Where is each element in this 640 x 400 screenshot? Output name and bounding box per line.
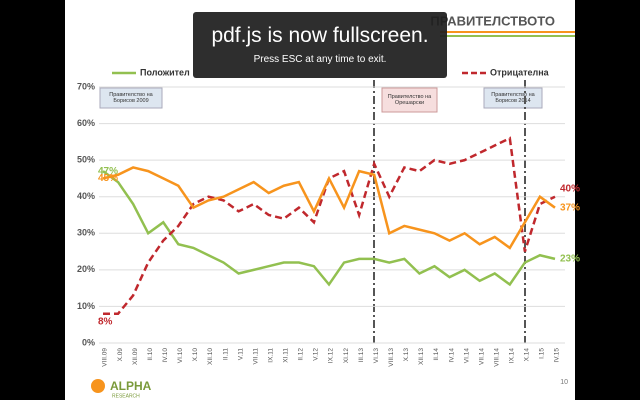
- callout: Правителство на Орешарски: [381, 87, 438, 113]
- data-label: 40%: [560, 183, 580, 194]
- y-tick-label: 20%: [77, 264, 95, 274]
- x-tick-label: IV.15: [554, 348, 561, 363]
- x-tick-label: II.10: [147, 348, 154, 361]
- x-tick-label: XII.13: [418, 348, 425, 365]
- logo-icon: [91, 379, 105, 393]
- logo-sub: RESEARCH: [112, 393, 140, 399]
- x-tick-label: XI.11: [283, 348, 290, 363]
- y-tick-label: 10%: [77, 301, 95, 311]
- x-tick-label: V.12: [313, 348, 320, 361]
- x-tick-label: IX.11: [267, 348, 274, 363]
- x-tick-label: VI.13: [373, 348, 380, 364]
- legend-label: Отрицателна: [490, 67, 550, 77]
- x-tick-label: XI.12: [343, 348, 350, 364]
- x-tick-label: VI.14: [463, 348, 470, 364]
- x-tick-label: VIII.09: [102, 348, 109, 367]
- callout: Правителство на Борисов 2009: [99, 87, 163, 109]
- callout-box: [483, 87, 543, 109]
- x-tick-label: X.13: [403, 348, 410, 362]
- x-tick-label: VII.14: [478, 348, 485, 365]
- data-label: 8%: [98, 316, 113, 327]
- legend-label: Положител: [140, 67, 190, 77]
- logo: ALPHA: [110, 379, 152, 393]
- x-tick-label: XII.10: [207, 348, 214, 365]
- x-tick-label: X.14: [524, 348, 531, 362]
- x-tick-label: II.14: [433, 348, 440, 361]
- y-tick-label: 70%: [77, 81, 95, 91]
- x-tick-label: IV.10: [162, 348, 169, 363]
- x-tick-label: VII.11: [252, 348, 259, 365]
- callout: Правителство на Борисов 2014: [483, 87, 543, 109]
- callout-text: Правителство на Орешарски: [387, 94, 432, 106]
- x-tick-label: I.15: [539, 348, 546, 359]
- series-line: [102, 170, 556, 287]
- y-tick-label: 50%: [77, 155, 95, 165]
- callout-text: Правителство на Борисов 2009: [109, 92, 153, 104]
- x-tick-label: II.12: [298, 348, 305, 361]
- fullscreen-notice: pdf.js is now fullscreen. Press ESC at a…: [193, 12, 447, 78]
- data-label: 37%: [560, 202, 580, 213]
- x-tick-label: II.11: [222, 348, 229, 361]
- y-tick-label: 60%: [77, 118, 95, 128]
- y-tick-label: 0%: [82, 337, 95, 347]
- callout-box: [381, 87, 438, 113]
- x-tick-label: X.09: [117, 348, 124, 362]
- series-line: [102, 166, 556, 250]
- data-label: 47%: [98, 166, 118, 177]
- x-tick-label: VI.10: [177, 348, 184, 364]
- x-tick-label: X.10: [192, 348, 199, 362]
- x-tick-label: III.13: [358, 348, 365, 363]
- slide-title: ПРАВИТЕЛСТВОТО: [430, 13, 555, 28]
- x-tick-label: IX.12: [328, 348, 335, 364]
- x-tick-label: VIII.14: [493, 348, 500, 367]
- callout-box: [99, 87, 163, 109]
- x-tick-label: XII.09: [132, 348, 139, 365]
- x-tick-label: V.11: [237, 348, 244, 361]
- notice-hint: Press ESC at any time to exit.: [253, 54, 387, 65]
- data-label: 23%: [560, 254, 580, 265]
- callout-text: Правителство на Борисов 2014: [491, 92, 535, 104]
- data-label: 45%: [98, 173, 118, 184]
- page-number: 10: [560, 379, 568, 386]
- x-tick-label: IV.14: [448, 348, 455, 363]
- series-line: [103, 136, 556, 315]
- x-tick-label: VIII.13: [388, 348, 395, 367]
- y-tick-label: 40%: [77, 191, 95, 201]
- x-tick-label: IX.14: [509, 348, 516, 364]
- y-tick-label: 30%: [77, 228, 95, 238]
- notice-title: pdf.js is now fullscreen.: [211, 24, 429, 47]
